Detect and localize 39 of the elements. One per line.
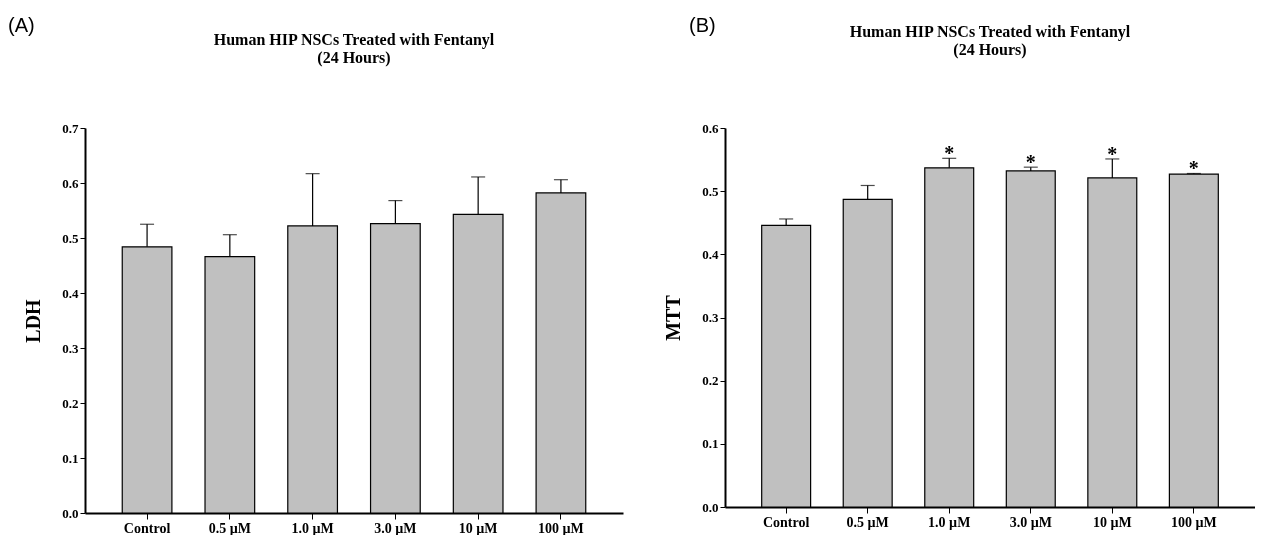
y-tick-label: 0.2 bbox=[702, 373, 719, 389]
x-tick-label: 1.0 µM bbox=[291, 520, 334, 536]
chart-subtitle: (24 Hours) bbox=[317, 49, 391, 67]
y-tick-label: 0.5 bbox=[702, 183, 719, 199]
y-axis-title: LDH bbox=[22, 298, 45, 343]
x-tick-label: 100 µM bbox=[1170, 514, 1217, 530]
x-tick-label: 3.0 µM bbox=[374, 520, 417, 536]
x-tick-label: Control bbox=[123, 520, 171, 536]
y-tick-label: 0.5 bbox=[62, 230, 79, 246]
y-tick-label: 0.6 bbox=[62, 175, 79, 191]
y-tick-label: 0.3 bbox=[702, 310, 719, 325]
x-tick-label: 1.0 µM bbox=[928, 514, 971, 530]
text: (A) bbox=[8, 14, 35, 36]
chart-title: Human HIP NSCs Treated with Fentanyl bbox=[849, 23, 1131, 41]
x-tick-label: 0.5 µM bbox=[208, 520, 251, 536]
chart-subtitle: (24 Hours) bbox=[953, 41, 1027, 59]
y-tick-label: 0.2 bbox=[62, 395, 79, 411]
y-tick-label: 0.1 bbox=[62, 450, 79, 466]
y-tick-label: 0.0 bbox=[62, 505, 79, 521]
annotation: * bbox=[944, 142, 955, 165]
y-tick-label: 0.0 bbox=[702, 499, 719, 515]
x-tick-label: 100 µM bbox=[538, 520, 584, 536]
y-tick-label: 0.6 bbox=[702, 120, 719, 136]
annotation: * bbox=[1188, 157, 1199, 180]
text: (B) bbox=[689, 14, 716, 36]
x-tick-label: 0.5 µM bbox=[846, 514, 889, 530]
chart-title: Human HIP NSCs Treated with Fentanyl bbox=[213, 31, 495, 49]
y-axis-title: MTT bbox=[662, 294, 685, 341]
y-tick-label: 0.4 bbox=[702, 246, 719, 262]
x-tick-label: 10 µM bbox=[1092, 514, 1132, 530]
x-tick-label: Control bbox=[762, 514, 810, 530]
x-tick-label: 3.0 µM bbox=[1009, 514, 1052, 530]
annotation: * bbox=[1025, 151, 1036, 174]
y-tick-label: 0.3 bbox=[62, 340, 79, 356]
y-tick-label: 0.7 bbox=[62, 120, 79, 136]
y-tick-label: 0.4 bbox=[62, 285, 79, 301]
annotation: * bbox=[1107, 142, 1118, 165]
x-tick-label: 10 µM bbox=[458, 520, 498, 536]
y-tick-label: 0.1 bbox=[702, 436, 719, 452]
